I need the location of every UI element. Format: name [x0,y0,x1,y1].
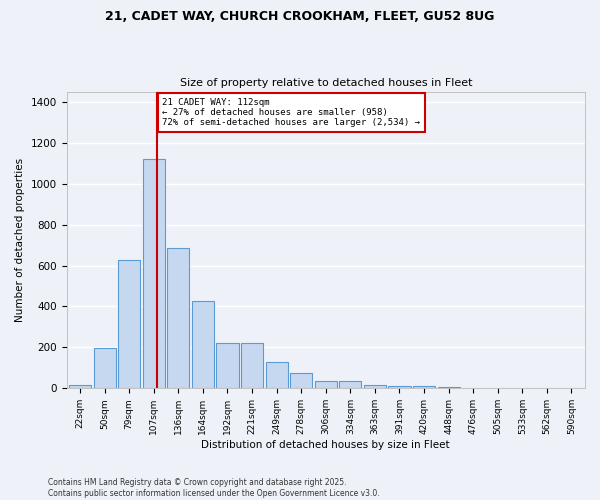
Bar [118,260,140,388]
Text: Contains HM Land Registry data © Crown copyright and database right 2025.
Contai: Contains HM Land Registry data © Crown c… [48,478,380,498]
Bar [266,362,287,388]
Bar [217,344,239,388]
Bar [339,381,361,388]
Y-axis label: Number of detached properties: Number of detached properties [15,158,25,322]
Bar [290,373,312,388]
Bar [388,386,410,388]
Text: 21, CADET WAY, CHURCH CROOKHAM, FLEET, GU52 8UG: 21, CADET WAY, CHURCH CROOKHAM, FLEET, G… [106,10,494,23]
Title: Size of property relative to detached houses in Fleet: Size of property relative to detached ho… [179,78,472,88]
X-axis label: Distribution of detached houses by size in Fleet: Distribution of detached houses by size … [202,440,450,450]
Bar [241,344,263,388]
Bar [143,159,165,388]
Bar [364,386,386,388]
Bar [94,348,116,389]
Bar [167,248,190,388]
Text: 21 CADET WAY: 112sqm
← 27% of detached houses are smaller (958)
72% of semi-deta: 21 CADET WAY: 112sqm ← 27% of detached h… [163,98,421,128]
Bar [192,302,214,388]
Bar [315,381,337,388]
Bar [413,386,435,388]
Bar [69,386,91,388]
